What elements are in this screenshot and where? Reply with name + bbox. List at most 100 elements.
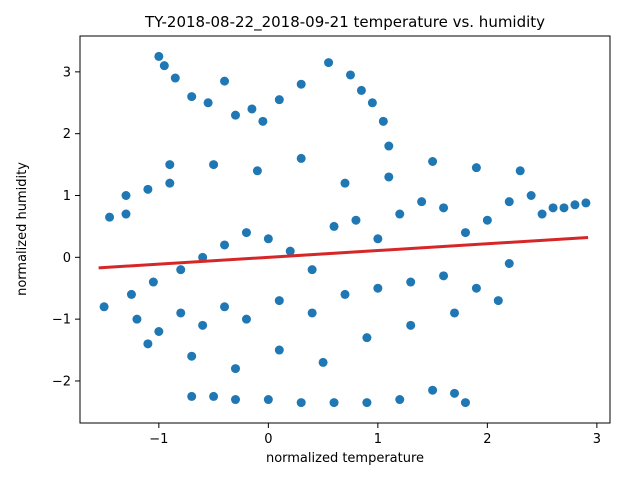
data-point <box>329 398 339 408</box>
data-point <box>198 252 208 262</box>
data-point <box>482 215 492 225</box>
data-point <box>417 197 427 207</box>
y-tick-label: 3 <box>63 65 71 80</box>
y-axis-label: normalized humidity <box>15 162 30 296</box>
fit-line-group <box>98 236 589 270</box>
x-axis-ticks: −1 0 1 2 3 <box>149 423 601 447</box>
data-point <box>367 98 377 108</box>
data-point <box>198 320 208 330</box>
data-point <box>439 271 449 281</box>
data-point <box>450 308 460 318</box>
data-point <box>230 395 240 405</box>
data-point <box>296 398 306 408</box>
data-point <box>274 296 284 306</box>
data-point <box>187 92 197 102</box>
data-point <box>247 104 257 114</box>
data-point <box>220 240 230 250</box>
data-point <box>105 212 115 222</box>
y-tick-label: 0 <box>63 251 71 266</box>
data-point <box>252 166 262 176</box>
data-point <box>263 395 273 405</box>
data-point <box>406 320 416 330</box>
data-point <box>428 156 438 166</box>
data-point <box>504 197 514 207</box>
data-point <box>460 398 470 408</box>
data-point <box>345 70 355 80</box>
data-point <box>170 73 180 83</box>
data-point <box>165 160 175 170</box>
data-point <box>362 333 372 343</box>
data-point <box>285 246 295 256</box>
data-point <box>581 198 591 208</box>
data-point <box>340 178 350 188</box>
data-point <box>515 166 525 176</box>
data-point <box>154 327 164 337</box>
x-tick-label: 3 <box>593 432 601 447</box>
data-point <box>373 234 383 244</box>
data-point <box>220 76 230 86</box>
data-point <box>570 200 580 210</box>
data-point <box>121 209 131 219</box>
data-point <box>384 172 394 182</box>
data-point <box>428 385 438 395</box>
data-point <box>187 391 197 401</box>
data-point <box>406 277 416 287</box>
data-point <box>340 289 350 299</box>
data-point <box>143 339 153 349</box>
data-point <box>384 141 394 151</box>
data-point <box>504 259 514 269</box>
data-point <box>241 314 251 324</box>
data-point <box>241 228 251 238</box>
data-point <box>307 265 317 275</box>
data-point <box>307 308 317 318</box>
data-point <box>324 58 334 68</box>
data-point <box>460 228 470 238</box>
x-tick-label: 1 <box>374 432 382 447</box>
y-tick-label: 2 <box>63 127 71 142</box>
data-point <box>274 95 284 105</box>
data-point <box>439 203 449 213</box>
data-point <box>296 79 306 89</box>
data-point <box>230 364 240 374</box>
data-point <box>559 203 569 213</box>
plot-frame <box>79 35 611 424</box>
fit-line <box>98 236 589 270</box>
data-point <box>373 283 383 293</box>
data-point <box>356 85 366 95</box>
data-point <box>165 178 175 188</box>
data-point <box>126 289 136 299</box>
data-point <box>450 388 460 398</box>
data-point <box>395 209 405 219</box>
chart-title: TY-2018-08-22_2018-09-21 temperature vs.… <box>144 13 545 32</box>
data-point <box>176 265 186 275</box>
x-axis-label: normalized temperature <box>266 451 424 466</box>
data-point <box>274 345 284 355</box>
data-point <box>209 160 219 170</box>
data-point <box>318 357 328 367</box>
data-point <box>471 283 481 293</box>
data-point <box>329 221 339 231</box>
data-point <box>154 51 164 61</box>
data-point <box>258 116 268 126</box>
data-point <box>548 203 558 213</box>
data-point <box>209 391 219 401</box>
x-tick-label: −1 <box>149 432 168 447</box>
x-tick-label: 0 <box>264 432 272 447</box>
x-tick-label: 2 <box>483 432 491 447</box>
data-point <box>362 398 372 408</box>
data-point <box>263 234 273 244</box>
data-point <box>526 190 536 200</box>
data-point <box>187 351 197 361</box>
data-point <box>99 302 109 312</box>
data-point <box>378 116 388 126</box>
y-tick-label: −2 <box>52 374 71 389</box>
data-point <box>395 395 405 405</box>
data-point <box>176 308 186 318</box>
y-tick-label: 1 <box>63 189 71 204</box>
data-point <box>220 302 230 312</box>
data-point <box>143 184 153 194</box>
data-point <box>148 277 158 287</box>
data-points <box>99 51 591 408</box>
data-point <box>159 61 169 71</box>
